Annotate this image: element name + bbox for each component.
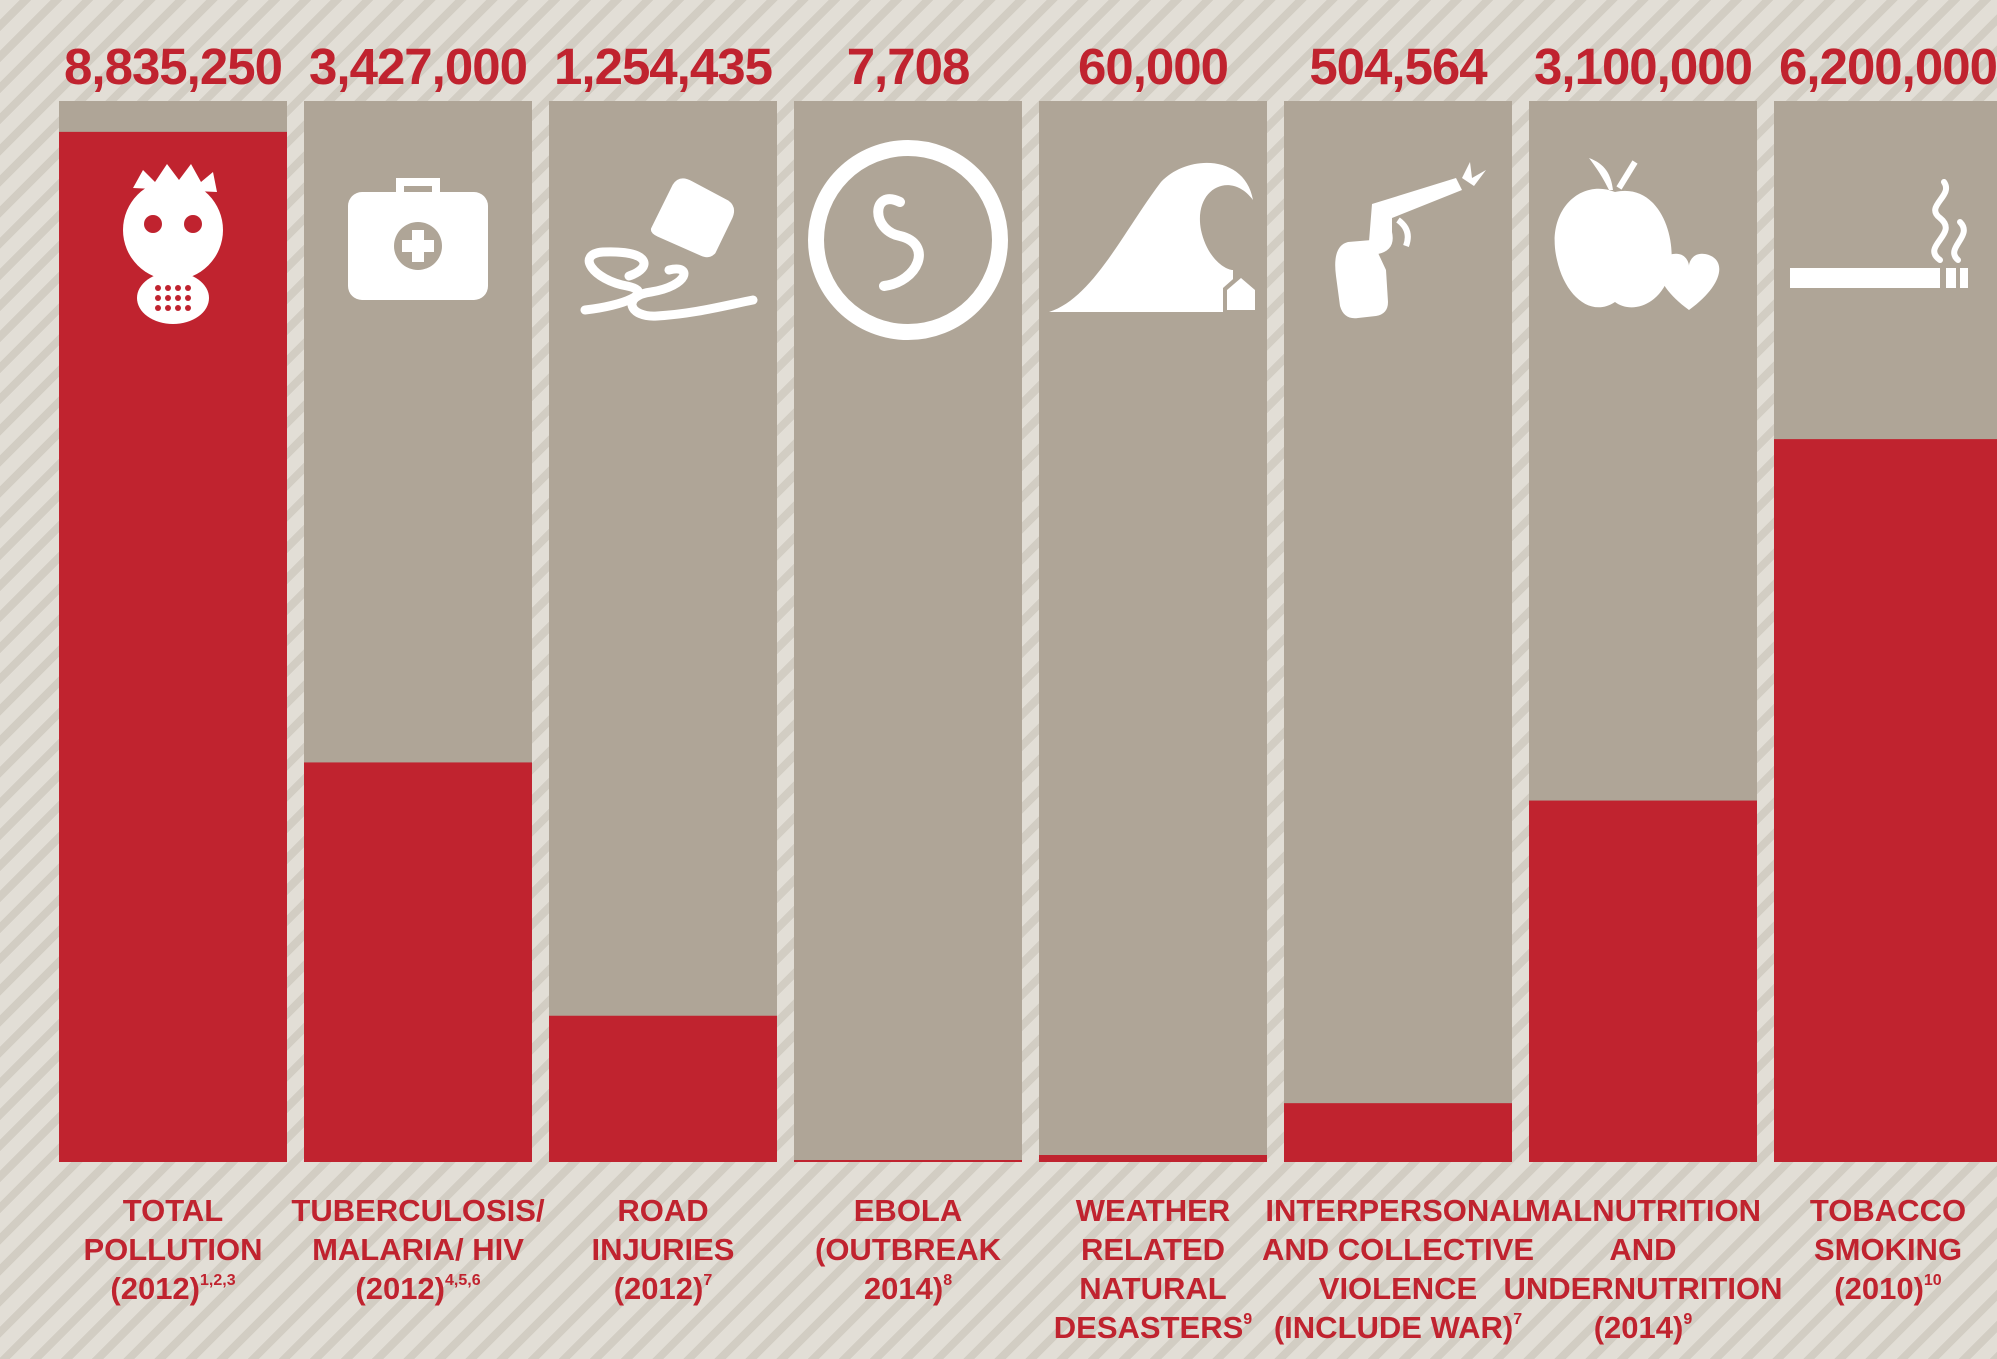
category-label-line: AND COLLECTIVE bbox=[1262, 1232, 1534, 1267]
category-label-line: (2014)9 bbox=[1594, 1310, 1693, 1345]
data-bar bbox=[1774, 439, 1997, 1163]
footnote-ref: 7 bbox=[703, 1272, 712, 1289]
wave-icon bbox=[1049, 162, 1259, 312]
category-label-line: VIOLENCE bbox=[1319, 1271, 1477, 1306]
value-label: 8,835,250 bbox=[64, 38, 282, 95]
data-bar bbox=[1529, 800, 1757, 1162]
category-label-line: DESASTERS9 bbox=[1054, 1310, 1252, 1345]
value-label: 7,708 bbox=[847, 38, 970, 95]
category-label-line: (OUTBREAK bbox=[815, 1232, 1002, 1267]
category-label-line: INTERPERSONAL bbox=[1265, 1193, 1530, 1228]
footnote-ref: 9 bbox=[1683, 1311, 1692, 1328]
column-background bbox=[1284, 101, 1512, 1162]
data-bar bbox=[304, 762, 532, 1162]
revolver-icon bbox=[1335, 162, 1486, 319]
category-label-line: (2012)7 bbox=[614, 1271, 713, 1306]
footnote-ref: 8 bbox=[943, 1272, 952, 1289]
value-label: 60,000 bbox=[1078, 38, 1228, 95]
medical-kit-icon bbox=[348, 178, 488, 300]
category-label-line: TUBERCULOSIS/ bbox=[291, 1193, 545, 1228]
category-label-line: MALARIA/ HIV bbox=[312, 1232, 524, 1267]
category-label-line: (2012)1,2,3 bbox=[110, 1271, 235, 1306]
value-label: 3,427,000 bbox=[309, 38, 527, 95]
footnote-ref: 9 bbox=[1243, 1311, 1252, 1328]
value-label: 6,200,000 bbox=[1779, 38, 1997, 95]
data-bar bbox=[1284, 1103, 1512, 1162]
skidding-car-icon bbox=[580, 178, 758, 321]
cigarette-icon bbox=[1790, 179, 1968, 288]
category-label-line: WEATHER bbox=[1076, 1193, 1230, 1228]
footnote-ref: 1,2,3 bbox=[200, 1272, 236, 1289]
category-label-line: ROAD bbox=[617, 1193, 708, 1228]
data-bar bbox=[794, 1160, 1022, 1162]
footnote-ref: 10 bbox=[1924, 1272, 1942, 1289]
column-background bbox=[549, 101, 777, 1162]
footnote-ref: 4,5,6 bbox=[445, 1272, 481, 1289]
value-label: 3,100,000 bbox=[1534, 38, 1752, 95]
category-label-line: POLLUTION bbox=[83, 1232, 262, 1267]
category-label-line: TOBACCO bbox=[1810, 1193, 1966, 1228]
data-bar bbox=[549, 1015, 777, 1162]
category-label-line: INJURIES bbox=[592, 1232, 735, 1267]
category-label-line: MALNUTRITION bbox=[1525, 1193, 1761, 1228]
apple-heart-icon bbox=[1554, 158, 1720, 310]
virus-icon bbox=[808, 140, 1008, 340]
category-label-line: RELATED bbox=[1081, 1232, 1225, 1267]
category-label-line: (2012)4,5,6 bbox=[355, 1271, 480, 1306]
category-label-line: EBOLA bbox=[854, 1193, 963, 1228]
data-bar bbox=[1039, 1155, 1267, 1162]
category-label-line: TOTAL bbox=[123, 1193, 223, 1228]
column-background bbox=[794, 101, 1022, 1162]
category-label-line: SMOKING bbox=[1814, 1232, 1962, 1267]
category-label-line: 2014)8 bbox=[864, 1271, 952, 1306]
value-label: 504,564 bbox=[1309, 38, 1488, 95]
value-label: 1,254,435 bbox=[554, 38, 772, 95]
footnote-ref: 7 bbox=[1513, 1311, 1522, 1328]
category-label-line: UNDERNUTRITION bbox=[1504, 1271, 1783, 1306]
category-label-line: AND bbox=[1609, 1232, 1676, 1267]
category-label-line: (2010)10 bbox=[1834, 1271, 1942, 1306]
category-label-line: (INCLUDE WAR)7 bbox=[1274, 1310, 1522, 1345]
category-label-line: NATURAL bbox=[1079, 1271, 1227, 1306]
gas-mask-icon bbox=[123, 164, 223, 324]
